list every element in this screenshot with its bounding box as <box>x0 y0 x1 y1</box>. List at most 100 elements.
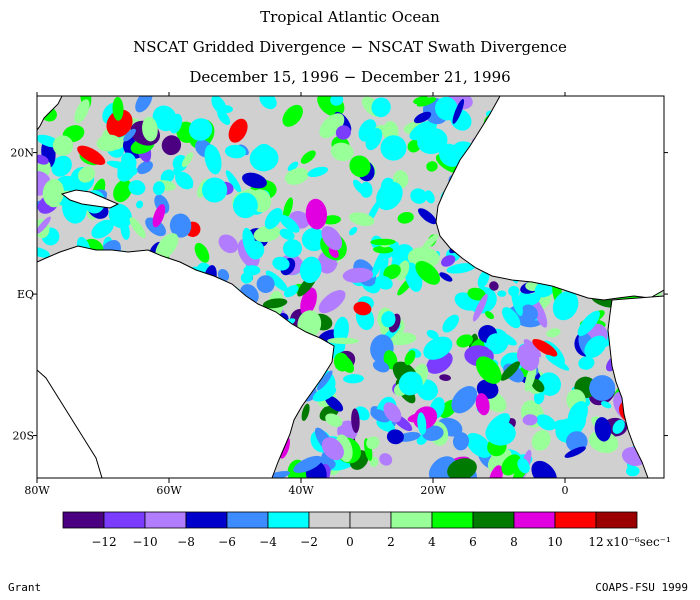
divergence-patch <box>128 180 146 196</box>
divergence-patch <box>536 414 556 431</box>
divergence-patch <box>546 328 561 338</box>
land-south-america <box>37 245 335 478</box>
land-pacific-coast <box>37 369 103 478</box>
divergence-patch <box>511 290 523 317</box>
divergence-patch <box>301 403 310 421</box>
map-subtitle: NSCAT Gridded Divergence − NSCAT Swath D… <box>133 38 567 56</box>
divergence-patch <box>381 311 396 328</box>
divergence-patch <box>52 135 74 156</box>
divergence-patch <box>194 242 210 263</box>
divergence-patch <box>312 386 337 402</box>
divergence-patch <box>426 330 439 340</box>
divergence-patch <box>456 334 473 348</box>
divergence-patch <box>475 393 490 416</box>
colorbar-swatch <box>62 511 105 529</box>
divergence-patch <box>106 109 133 138</box>
divergence-patch <box>169 213 192 238</box>
divergence-patch <box>447 458 477 478</box>
divergence-patch <box>327 337 360 345</box>
divergence-patch <box>531 378 545 393</box>
divergence-patch <box>379 257 389 280</box>
y-tick-label: 20N <box>10 147 34 160</box>
divergence-patch <box>451 386 478 414</box>
divergence-patch <box>37 216 51 234</box>
land-masses <box>37 96 664 478</box>
divergence-patch <box>467 287 486 301</box>
divergence-patch <box>300 150 316 164</box>
divergence-patch <box>417 127 448 155</box>
divergence-patch <box>531 298 548 328</box>
colorbar: −12 −10 −8 −6 −4 −2 0 2 4 6 8 10 12 x10⁻⁶sec⁻¹ <box>62 511 671 549</box>
author-credit: Grant <box>8 581 42 594</box>
divergence-patch <box>51 155 72 177</box>
divergence-patch <box>439 272 453 282</box>
divergence-patch <box>343 374 364 384</box>
x-tick-label: 40W <box>288 484 314 497</box>
divergence-patch <box>335 125 351 140</box>
divergence-patch <box>77 145 106 165</box>
divergence-patch <box>254 143 273 162</box>
divergence-patch <box>349 155 371 178</box>
divergence-patch <box>442 314 459 333</box>
divergence-patch <box>284 167 309 185</box>
divergence-patch <box>567 401 588 429</box>
divergence-patch <box>531 430 551 451</box>
divergence-patch <box>333 352 350 372</box>
divergence-patch <box>380 135 407 161</box>
divergence-patch <box>516 343 540 371</box>
divergence-patch <box>589 375 616 401</box>
divergence-patch <box>160 169 175 184</box>
divergence-patch <box>218 234 239 254</box>
divergence-patch <box>417 208 437 225</box>
colorbar-label: 6 <box>469 535 477 549</box>
colorbar-swatch <box>267 511 310 529</box>
divergence-patch <box>562 299 576 313</box>
divergence-patch <box>77 166 96 183</box>
divergence-patch <box>217 109 231 125</box>
divergence-patch <box>353 179 366 195</box>
divergence-patch <box>284 284 299 298</box>
divergence-patch <box>452 98 465 124</box>
divergence-patch <box>348 226 358 236</box>
land-southern-africa <box>607 295 664 478</box>
divergence-patch <box>74 99 90 124</box>
divergence-patch <box>441 255 456 267</box>
divergence-patch <box>386 429 404 445</box>
divergence-patch <box>477 270 490 288</box>
divergence-patch <box>181 152 194 168</box>
divergence-patch <box>265 270 288 292</box>
divergence-patch <box>398 371 423 396</box>
divergence-patch <box>322 215 341 225</box>
colorbar-label: 4 <box>428 535 436 549</box>
divergence-patch <box>211 96 227 115</box>
x-tick-label: 80W <box>24 484 50 497</box>
divergence-patch <box>333 316 349 345</box>
colorbar-swatch <box>431 511 474 529</box>
divergence-patch <box>172 154 188 172</box>
divergence-patch <box>521 304 539 321</box>
divergence-patch <box>435 96 458 121</box>
divergence-patch <box>224 144 247 159</box>
divergence-patch <box>342 267 374 283</box>
divergence-patch <box>120 221 130 240</box>
divergence-patch <box>517 458 530 474</box>
divergence-patch <box>301 227 327 252</box>
divergence-patch <box>545 354 570 371</box>
divergence-patch <box>410 188 427 204</box>
x-axis-ticks: 80W 60W 40W 20W 0 <box>24 92 569 497</box>
divergence-patch <box>353 301 372 316</box>
divergence-patch <box>318 290 346 314</box>
colorbar-label: 8 <box>510 535 518 549</box>
colorbar-label: −10 <box>132 535 157 549</box>
colorbar-label: 10 <box>547 535 562 549</box>
divergence-patch <box>452 432 470 451</box>
divergence-patch <box>502 307 521 329</box>
map-title: Tropical Atlantic Ocean <box>260 8 440 26</box>
divergence-patch <box>416 97 437 107</box>
divergence-patch <box>300 287 317 316</box>
colorbar-swatch <box>185 511 228 529</box>
divergence-patch <box>113 179 133 203</box>
divergence-patch <box>564 446 586 458</box>
divergence-patch <box>264 208 283 230</box>
